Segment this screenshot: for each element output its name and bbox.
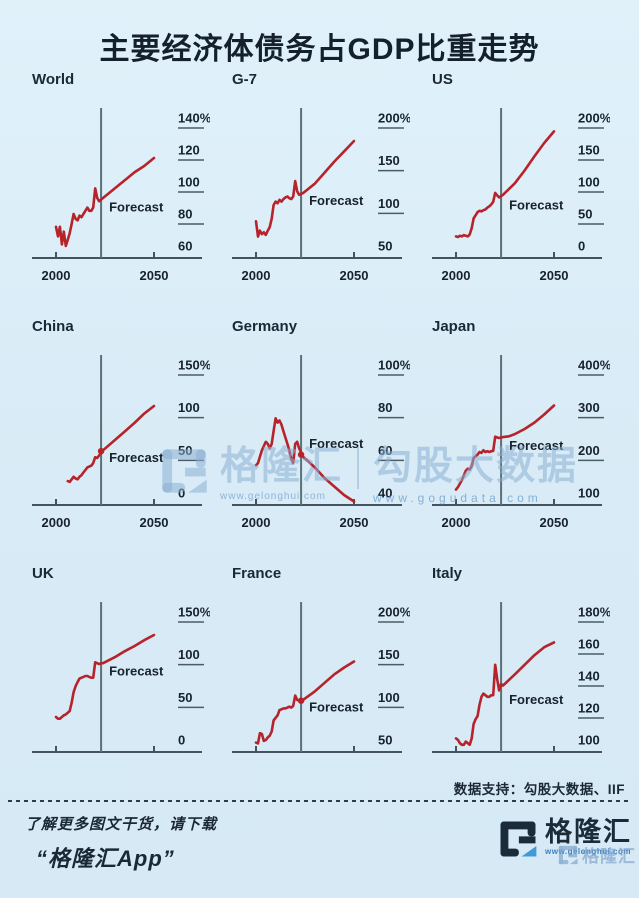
chart-china: China 2000 2050 150% 100 50 0 Forecast [32, 318, 210, 565]
svg-text:Forecast: Forecast [109, 664, 164, 679]
svg-text:Forecast: Forecast [109, 200, 164, 215]
chart-title-france: France [232, 565, 282, 582]
svg-text:100: 100 [578, 175, 600, 190]
chart-us: US 2000 2050 200% 150 100 50 0 Forecast [432, 71, 610, 318]
chart-uk: UK 150% 100 50 0 Forecast [32, 565, 210, 780]
svg-text:150: 150 [378, 153, 400, 168]
svg-text:50: 50 [178, 690, 192, 705]
svg-text:0: 0 [578, 239, 585, 254]
svg-text:2050: 2050 [340, 268, 369, 283]
svg-text:40: 40 [378, 486, 392, 501]
svg-text:Forecast: Forecast [309, 436, 364, 451]
svg-text:100: 100 [378, 196, 400, 211]
svg-text:120: 120 [178, 143, 200, 158]
chart-japan: Japan 2000 2050 400% 300 200 100 Forecast [432, 318, 610, 565]
chart-italy: Italy 180% 160 140 120 100 Forecast [432, 565, 610, 780]
line-chart-france: 200% 150 100 50 Forecast [232, 602, 410, 753]
svg-text:140%: 140% [178, 111, 210, 126]
svg-text:50: 50 [178, 443, 192, 458]
svg-text:400%: 400% [578, 358, 610, 373]
line-chart-germany: 2000 2050 100% 80 60 40 Forecast [232, 355, 410, 530]
svg-text:Forecast: Forecast [109, 450, 164, 465]
svg-text:2050: 2050 [540, 268, 569, 283]
chart-title-us: US [432, 71, 453, 88]
data-source-note: 数据支持：勾股大数据、IIF [453, 782, 625, 797]
svg-text:0: 0 [178, 733, 185, 748]
svg-text:200%: 200% [378, 111, 410, 126]
svg-text:80: 80 [178, 207, 192, 222]
line-chart-uk: 150% 100 50 0 Forecast [32, 602, 210, 753]
chart-world: World 2000 2050 140% 120 100 80 60 Forecast [32, 71, 210, 318]
brand-url: www.gelonghui.com [545, 847, 631, 856]
svg-text:2050: 2050 [340, 515, 369, 530]
svg-text:2000: 2000 [42, 268, 71, 283]
svg-text:Forecast: Forecast [509, 198, 564, 213]
promo-text: 了解更多图文干货，请下载 [25, 816, 218, 833]
svg-text:100: 100 [378, 690, 400, 705]
line-chart-italy: 180% 160 140 120 100 Forecast [432, 602, 610, 753]
chart-germany: Germany 2000 2050 100% 80 60 40 Forecast [232, 318, 410, 565]
svg-text:100: 100 [178, 175, 200, 190]
svg-text:2000: 2000 [442, 515, 471, 530]
svg-text:180%: 180% [578, 605, 610, 620]
svg-text:200: 200 [578, 443, 600, 458]
svg-text:50: 50 [378, 733, 392, 748]
svg-text:2000: 2000 [242, 515, 271, 530]
svg-text:2000: 2000 [442, 268, 471, 283]
page-title: 主要经济体债务占GDP比重走势 [99, 33, 540, 66]
svg-text:2050: 2050 [140, 268, 169, 283]
svg-text:150%: 150% [178, 605, 210, 620]
svg-text:2000: 2000 [42, 515, 71, 530]
line-chart-world: 2000 2050 140% 120 100 80 60 Forecast [32, 108, 210, 283]
svg-text:2000: 2000 [242, 268, 271, 283]
gelonghui-logo-icon [497, 818, 539, 860]
gelonghui-logo: 格隆汇 www.gelonghui.com [497, 818, 632, 860]
chart-title-world: World [32, 71, 75, 88]
chart-france: France 200% 150 100 50 Forecast [232, 565, 410, 780]
svg-text:300: 300 [578, 400, 600, 415]
svg-text:2050: 2050 [540, 515, 569, 530]
chart-title-germany: Germany [232, 318, 298, 335]
chart-title-japan: Japan [432, 318, 476, 335]
svg-text:Forecast: Forecast [309, 700, 364, 715]
svg-text:50: 50 [378, 239, 392, 254]
chart-g7: G-7 2000 2050 200% 150 100 50 Forecast [232, 71, 410, 318]
app-name-text: “格隆汇App” [36, 846, 175, 871]
chart-grid: World 2000 2050 140% 120 100 80 60 Forecast G-7… [0, 71, 639, 780]
svg-text:100: 100 [578, 733, 600, 748]
svg-text:120: 120 [578, 701, 600, 716]
svg-text:80: 80 [378, 400, 392, 415]
chart-title-italy: Italy [432, 565, 463, 582]
svg-text:100: 100 [578, 486, 600, 501]
svg-text:200%: 200% [378, 605, 410, 620]
svg-text:Forecast: Forecast [309, 193, 364, 208]
svg-text:100%: 100% [378, 358, 410, 373]
svg-text:2050: 2050 [140, 515, 169, 530]
svg-text:60: 60 [178, 239, 192, 254]
brand-name: 格隆汇 [545, 817, 632, 847]
svg-text:160: 160 [578, 637, 600, 652]
line-chart-us: 2000 2050 200% 150 100 50 0 Forecast [432, 108, 610, 283]
svg-text:150%: 150% [178, 358, 210, 373]
line-chart-china: 2000 2050 150% 100 50 0 Forecast [32, 355, 210, 530]
svg-text:140: 140 [578, 669, 600, 684]
svg-text:60: 60 [378, 443, 392, 458]
line-chart-japan: 2000 2050 400% 300 200 100 Forecast [432, 355, 610, 530]
svg-text:150: 150 [578, 143, 600, 158]
chart-title-g7: G-7 [232, 71, 258, 88]
svg-text:100: 100 [178, 400, 200, 415]
svg-text:200%: 200% [578, 111, 610, 126]
svg-text:0: 0 [178, 486, 185, 501]
svg-text:50: 50 [578, 207, 592, 222]
chart-title-china: China [32, 318, 74, 335]
svg-text:100: 100 [178, 647, 200, 662]
svg-text:150: 150 [378, 647, 400, 662]
chart-title-uk: UK [32, 565, 54, 582]
dashed-separator [8, 800, 631, 802]
svg-text:Forecast: Forecast [509, 692, 564, 707]
line-chart-g7: 2000 2050 200% 150 100 50 Forecast [232, 108, 410, 283]
svg-text:Forecast: Forecast [509, 438, 564, 453]
